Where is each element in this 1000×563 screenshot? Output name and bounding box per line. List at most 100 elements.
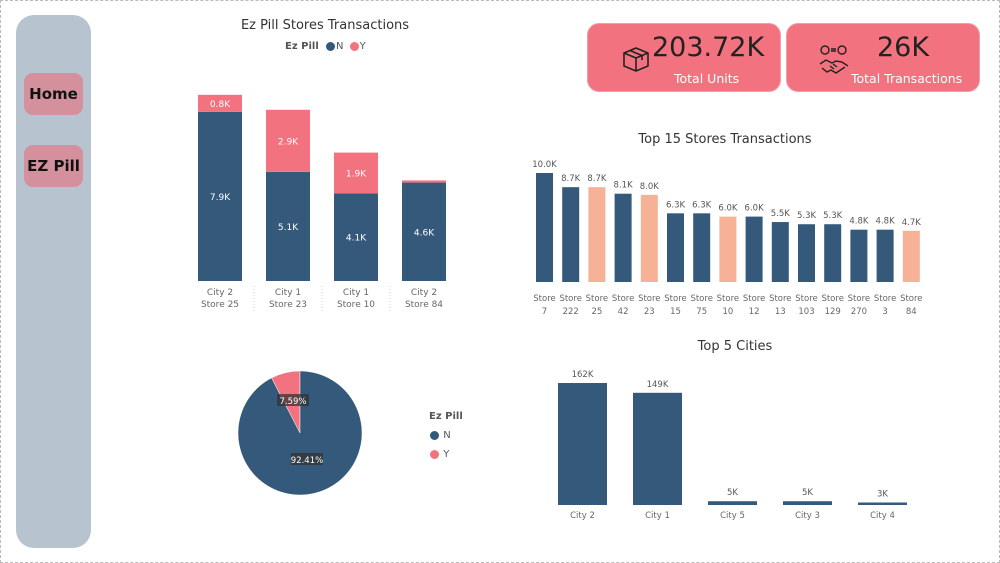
bar: [640, 194, 658, 282]
bar: [783, 501, 832, 505]
data-label: 8.7K: [587, 174, 607, 184]
x-tick-label: Store: [690, 294, 712, 304]
bar: [536, 173, 553, 282]
x-tick-label: Store: [586, 294, 608, 304]
bar: [614, 193, 632, 282]
x-tick-label: 222: [563, 307, 579, 317]
data-label: 2.9K: [278, 137, 299, 147]
legend-title: Ez Pill: [285, 41, 319, 52]
bar: [708, 501, 757, 505]
bar-segment-n: [402, 182, 446, 281]
data-label: 4.6K: [414, 228, 435, 238]
data-label-bg: [291, 453, 323, 465]
x-tick-label: 25: [591, 307, 602, 317]
x-tick-label: 129: [825, 307, 841, 317]
data-label: 5K: [727, 488, 738, 498]
x-tick-label: Store: [874, 294, 896, 304]
x-tick-label: City 5: [720, 511, 745, 521]
bar-segment-y: [198, 94, 242, 112]
x-tick-label: 12: [749, 307, 760, 317]
bar-segment-n: [334, 193, 378, 281]
kpi-label: Total Units: [674, 71, 740, 86]
kpi-label: Total Transactions: [851, 71, 963, 86]
pie-legend-n-dot: [430, 430, 439, 440]
x-tick-label: 3: [882, 307, 887, 317]
bar: [771, 222, 789, 282]
handshake-money-icon: [819, 45, 849, 74]
x-tick-label: 13: [775, 307, 786, 317]
data-label: 92.41%: [291, 456, 323, 466]
x-tick-label: City 2: [207, 288, 233, 298]
x-tick-label: City 4: [870, 511, 895, 521]
x-tick-label: 23: [644, 307, 655, 317]
data-label: 8.0K: [640, 182, 660, 192]
chart-title-ez-pill-stores: Ez Pill Stores Transactions: [240, 18, 410, 33]
bar: [667, 213, 684, 282]
pie-legend-y-dot: [430, 449, 439, 459]
x-tick-label: City 1: [645, 511, 670, 521]
bar-segment-y: [334, 152, 378, 194]
data-label: 5.5K: [771, 209, 791, 219]
kpi-card-total-units: 203.72K Total Units: [587, 23, 781, 92]
data-label: 4.7K: [902, 218, 922, 228]
bar: [558, 383, 607, 505]
chart-title-top5-cities: Top 5 Cities: [697, 339, 773, 354]
x-tick-label: City 2: [570, 511, 595, 521]
kpi-value: 26K: [877, 32, 930, 63]
bar: [876, 229, 894, 282]
data-label: 5K: [802, 488, 813, 498]
x-tick-label: 84: [906, 307, 917, 317]
data-label: 6.0K: [718, 204, 738, 214]
bar: [902, 230, 920, 282]
x-tick-label: Store: [638, 294, 660, 304]
x-tick-label: Store: [743, 294, 765, 304]
data-label: 8.1K: [614, 181, 634, 191]
bar: [858, 502, 907, 505]
x-tick-label: Store: [717, 294, 739, 304]
data-label: 4.1K: [346, 234, 367, 244]
sidebar: Home EZ Pill: [16, 15, 91, 548]
data-label: 149K: [647, 380, 669, 390]
kpi-value: 203.72K: [652, 32, 765, 63]
bar-segment-n: [198, 111, 242, 281]
bar: [588, 187, 606, 282]
x-tick-label: Store 23: [269, 300, 307, 310]
pie-legend-y: Y: [443, 449, 450, 460]
kpi-card-total-transactions: 26K Total Transactions: [786, 23, 980, 92]
legend-n: N: [335, 41, 344, 52]
bar: [719, 216, 737, 282]
data-label: 8.7K: [561, 174, 581, 184]
data-label: 5.3K: [823, 211, 843, 221]
bar: [693, 213, 711, 282]
x-tick-label: Store: [612, 294, 634, 304]
x-tick-label: 15: [670, 307, 681, 317]
data-label: 6.3K: [692, 200, 712, 210]
data-label: 0.8K: [210, 100, 231, 110]
pie-legend: Ez Pill N Y: [429, 407, 463, 464]
x-tick-label: City 1: [275, 288, 301, 298]
bar: [562, 187, 580, 282]
x-tick-label: Store 25: [201, 300, 239, 310]
data-label: 4.8K: [876, 217, 896, 227]
data-label-bg: [277, 394, 309, 406]
x-tick-label: 270: [851, 307, 867, 317]
x-tick-label: Store: [559, 294, 581, 304]
pie-legend-title: Ez Pill: [429, 411, 463, 422]
x-tick-label: Store: [900, 294, 922, 304]
bar: [745, 216, 763, 282]
x-tick-label: Store: [664, 294, 686, 304]
bar-segment-n: [266, 171, 310, 281]
pie-legend-n: N: [443, 430, 451, 441]
x-tick-label: City 1: [343, 288, 369, 298]
legend-n-dot: [325, 41, 335, 51]
x-tick-label: 10: [722, 307, 733, 317]
bar: [824, 224, 842, 282]
ez-pill-button[interactable]: EZ Pill: [24, 145, 83, 187]
x-tick-label: City 3: [795, 511, 820, 521]
home-button[interactable]: Home: [24, 73, 83, 115]
x-tick-label: Store: [821, 294, 843, 304]
data-label: 6.0K: [745, 204, 765, 214]
